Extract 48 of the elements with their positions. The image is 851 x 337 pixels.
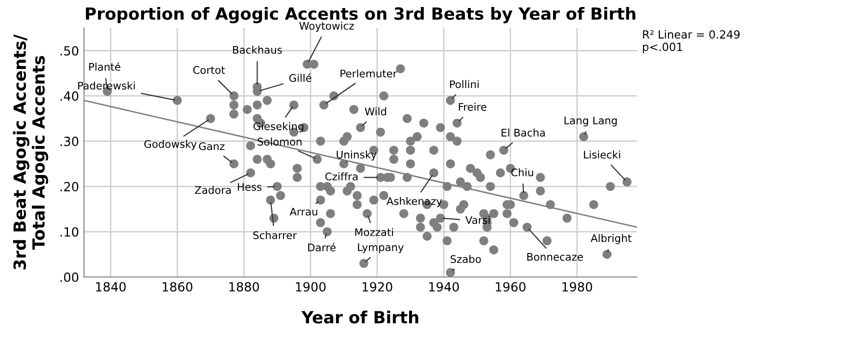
annotation: Mozzati — [355, 228, 393, 236]
annotation: Perlemuter — [340, 69, 398, 78]
x-tick-label: 1920 — [362, 282, 392, 292]
annotation: Planté — [89, 62, 120, 71]
annotation: Ashkenazy — [386, 197, 442, 208]
annotation: Lisiecki — [584, 150, 620, 159]
annotation: Zadora — [194, 186, 231, 194]
x-tick-label: 1840 — [96, 282, 126, 292]
annotation: Woytowicz — [299, 22, 354, 32]
y-tick-label: .00 — [60, 272, 78, 282]
annotation: Cziffra — [325, 172, 358, 180]
annotation: Freire — [458, 102, 486, 111]
x-tick-label: 1900 — [296, 282, 326, 292]
annotation: Albright — [590, 234, 632, 244]
y-tick-label: .50 — [60, 46, 78, 56]
x-axis-title: Year of Birth — [301, 310, 418, 324]
y-tick-label: .40 — [60, 91, 78, 101]
annotation: Gieseking — [254, 122, 304, 132]
annotation: Varsi — [465, 216, 490, 224]
x-tick-label: 1980 — [562, 282, 592, 292]
annotation: Godowsky — [144, 140, 197, 150]
annotation: Pollini — [450, 80, 479, 88]
annotation: Solomon — [258, 138, 302, 146]
annotation: Uninsky — [336, 150, 377, 161]
annotation: Wild — [364, 107, 386, 116]
annotation: Arrau — [290, 208, 318, 216]
x-tick-label: 1880 — [229, 282, 259, 292]
annotation: Hess — [238, 183, 262, 191]
annotation: Lang Lang — [564, 116, 617, 126]
annotation: Lympany — [358, 243, 404, 254]
annotation: Cortot — [193, 66, 225, 74]
annotation: Gillé — [289, 73, 312, 82]
annotation: El Bacha — [502, 128, 545, 137]
annotation: Szabo — [450, 254, 481, 263]
x-tick-label: 1860 — [162, 282, 192, 292]
x-tick-label: 1960 — [496, 282, 526, 292]
annotation: Ganz — [199, 142, 224, 150]
y-tick-label: .30 — [60, 136, 78, 146]
y-axis-title: 3rd Beat Agogic Accents/ Total Agogic Accents — [13, 34, 48, 270]
text: R² Linear = 0.249 p<.001 — [643, 30, 740, 54]
annotation: Bonnecaze — [527, 253, 583, 261]
annotation: Darré — [308, 242, 336, 252]
x-tick-label: 1940 — [429, 282, 459, 292]
y-tick-label: .10 — [60, 227, 78, 237]
annotation: Scharrer — [253, 231, 297, 240]
y-tick-label: .20 — [60, 182, 78, 192]
annotation: Chiu — [511, 168, 534, 176]
annotation: Backhaus — [233, 46, 282, 54]
